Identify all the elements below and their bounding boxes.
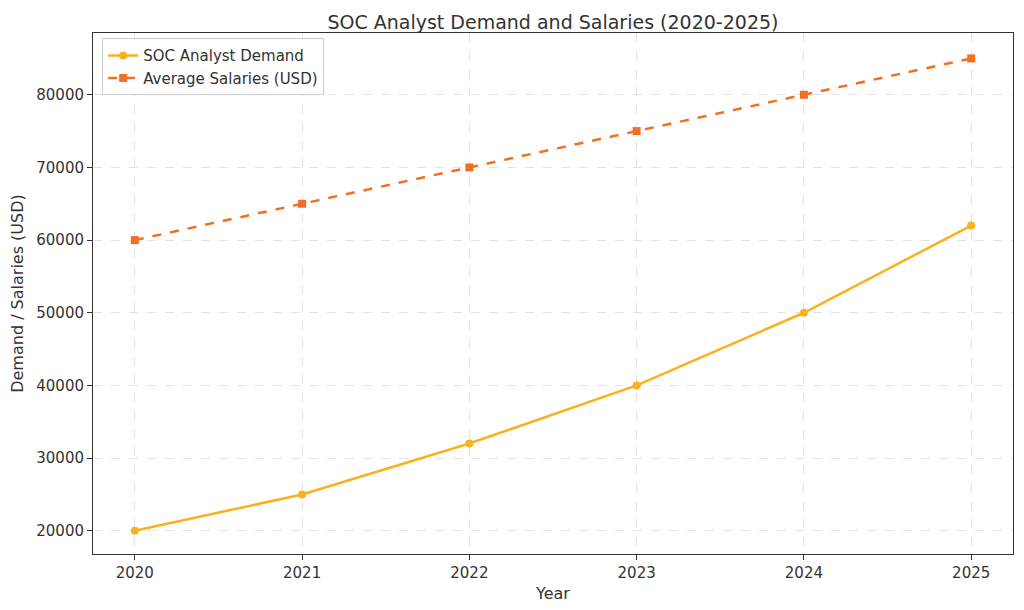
svg-text:2020: 2020 <box>116 564 154 582</box>
svg-text:Demand / Salaries (USD): Demand / Salaries (USD) <box>8 194 27 393</box>
svg-text:20000: 20000 <box>36 522 84 540</box>
svg-text:SOC Analyst Demand: SOC Analyst Demand <box>143 47 304 65</box>
svg-text:Average Salaries (USD): Average Salaries (USD) <box>143 70 317 88</box>
svg-text:2024: 2024 <box>785 564 823 582</box>
svg-text:Year: Year <box>535 584 570 603</box>
svg-text:SOC Analyst Demand and Salarie: SOC Analyst Demand and Salaries (2020-20… <box>327 11 778 33</box>
svg-text:30000: 30000 <box>36 449 84 467</box>
svg-text:80000: 80000 <box>36 86 84 104</box>
svg-text:2022: 2022 <box>450 564 488 582</box>
svg-text:2021: 2021 <box>283 564 321 582</box>
svg-text:60000: 60000 <box>36 231 84 249</box>
svg-text:50000: 50000 <box>36 304 84 322</box>
svg-text:2023: 2023 <box>618 564 656 582</box>
svg-text:2025: 2025 <box>952 564 990 582</box>
svg-text:40000: 40000 <box>36 377 84 395</box>
svg-text:70000: 70000 <box>36 159 84 177</box>
